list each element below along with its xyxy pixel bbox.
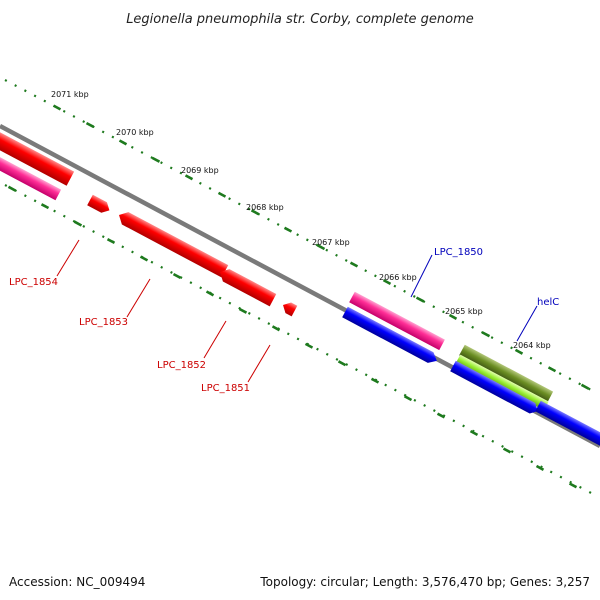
major-tick-mark xyxy=(547,366,557,373)
major-tick-mark xyxy=(337,360,347,367)
gene-label-lpc-1853[interactable]: LPC_1853 xyxy=(79,317,128,328)
tick-label-2068: 2068 kbp xyxy=(246,203,284,212)
gene-labels: LPC_1854 LPC_1853 LPC_1852 LPC_1851 LPC_… xyxy=(9,247,559,394)
major-tick-mark xyxy=(370,377,380,384)
major-tick-mark xyxy=(271,325,281,332)
gene-label-lpc-1850[interactable]: LPC_1850 xyxy=(434,247,483,258)
gene-label-lpc-1851[interactable]: LPC_1851 xyxy=(201,383,250,394)
reverse-strand-genes-2 xyxy=(0,142,600,449)
tick-label-2070: 2070 kbp xyxy=(116,128,154,137)
accession-text: Accession: NC_009494 xyxy=(9,575,145,589)
major-tick-mark xyxy=(250,209,260,216)
gene-blue-3[interactable] xyxy=(535,400,600,449)
major-tick-mark xyxy=(514,348,524,355)
tick-labels: 2071 kbp 2070 kbp 2069 kbp 2068 kbp 2067… xyxy=(51,90,551,350)
major-tick-mark xyxy=(535,464,545,471)
major-tick-mark xyxy=(316,244,326,251)
major-tick-mark xyxy=(85,121,95,128)
tick-label-2069: 2069 kbp xyxy=(181,166,219,175)
gene-lpc-1855[interactable] xyxy=(0,112,75,186)
major-ticks xyxy=(7,104,590,489)
major-tick-mark xyxy=(382,278,392,286)
genome-summary-text: Topology: circular; Length: 3,576,470 bp… xyxy=(259,575,590,589)
gene-lpc-1853[interactable] xyxy=(116,209,229,278)
major-tick-mark xyxy=(403,395,413,402)
tick-label-2066: 2066 kbp xyxy=(379,273,417,282)
tick-label-2071: 2071 kbp xyxy=(51,90,89,99)
major-tick-mark xyxy=(217,191,227,198)
gene-helc[interactable] xyxy=(459,344,554,403)
major-tick-mark xyxy=(415,296,425,303)
outer-tick-ring xyxy=(4,79,596,393)
major-tick-mark xyxy=(52,104,62,111)
major-tick-mark xyxy=(184,174,194,181)
gene-blue-2[interactable] xyxy=(450,360,540,417)
gene-magenta-left[interactable] xyxy=(0,142,62,201)
map-title: Legionella pneumophila str. Corby, compl… xyxy=(126,12,474,27)
inner-tick-ring xyxy=(4,184,596,496)
tick-label-2065: 2065 kbp xyxy=(445,307,483,316)
major-tick-mark xyxy=(40,203,50,210)
tick-label-2067: 2067 kbp xyxy=(312,238,350,247)
major-tick-mark xyxy=(205,290,215,297)
gene-label-lpc-1852[interactable]: LPC_1852 xyxy=(157,360,206,371)
major-tick-mark xyxy=(283,226,293,233)
label-leaders xyxy=(56,239,538,383)
major-tick-mark xyxy=(469,429,479,437)
major-tick-mark xyxy=(106,238,116,245)
major-tick-mark xyxy=(436,412,446,419)
major-tick-mark xyxy=(349,261,359,268)
major-tick-mark xyxy=(481,331,491,338)
major-tick-mark xyxy=(118,139,128,146)
major-tick-mark xyxy=(172,272,182,279)
major-tick-mark xyxy=(7,185,17,192)
major-tick-mark xyxy=(304,342,314,349)
gene-lpc-1854[interactable] xyxy=(87,194,112,216)
major-tick-mark xyxy=(139,255,149,262)
major-tick-mark xyxy=(238,307,248,314)
major-tick-mark xyxy=(568,482,578,489)
gene-lpc-1849[interactable] xyxy=(455,354,549,411)
gene-lpc-1851[interactable] xyxy=(280,300,298,317)
gene-lpc-1852[interactable] xyxy=(217,266,277,307)
major-tick-mark xyxy=(580,383,590,390)
reverse-strand-genes xyxy=(0,112,298,317)
gene-lpc-1850[interactable] xyxy=(349,291,445,351)
major-tick-mark xyxy=(151,156,161,163)
major-tick-mark xyxy=(448,313,458,320)
gene-label-helc[interactable]: helC xyxy=(537,297,559,308)
gene-label-lpc-1854[interactable]: LPC_1854 xyxy=(9,277,58,288)
major-tick-mark xyxy=(502,447,512,454)
forward-strand-genes xyxy=(349,291,554,411)
tick-label-2064: 2064 kbp xyxy=(513,341,551,350)
gene-blue-1[interactable] xyxy=(342,306,439,366)
major-tick-mark xyxy=(73,220,83,227)
